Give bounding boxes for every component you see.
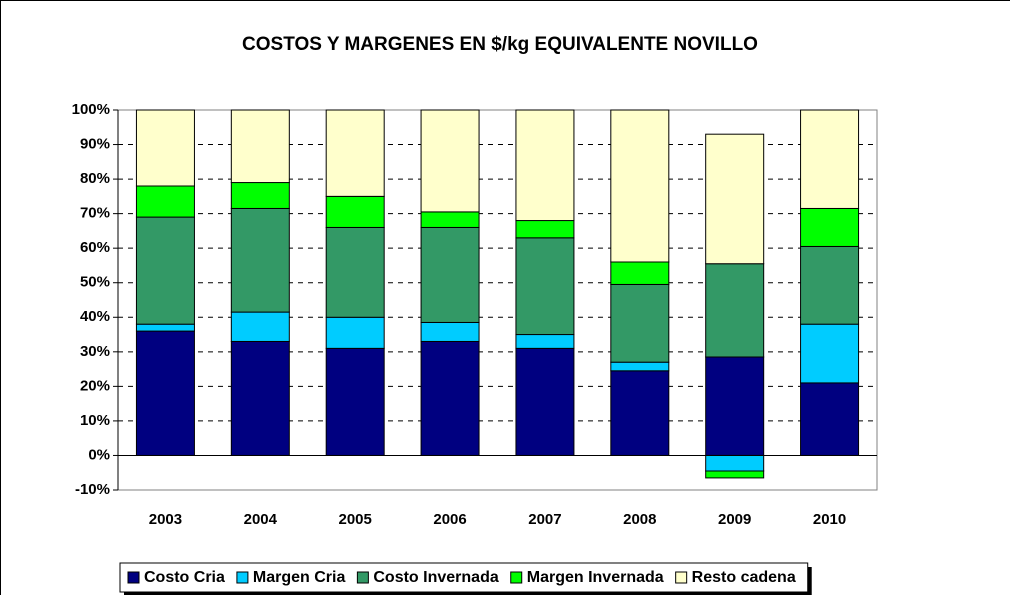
y-tick-label: -10% [75, 481, 110, 498]
y-tick-label: 0% [88, 446, 110, 463]
bar-segment [230, 182, 290, 209]
bar-segment [325, 195, 385, 228]
y-tick-label: 60% [80, 239, 110, 256]
bar-segment [325, 347, 385, 456]
bar-segment [705, 470, 765, 479]
bar-segment [515, 347, 575, 456]
y-tick-label: 50% [80, 274, 110, 291]
legend [119, 562, 809, 593]
bar-segment [800, 382, 860, 456]
bar-segment [610, 261, 670, 285]
bar-segment [800, 109, 860, 209]
y-tick-label: 40% [80, 308, 110, 325]
legend-label: Costo Cria [144, 569, 225, 586]
bar-segment [800, 207, 860, 247]
bar-segment [610, 370, 670, 456]
bar-segment [705, 454, 765, 472]
bar-segment [610, 361, 670, 372]
bar-segment [705, 263, 765, 358]
bar-segment [800, 245, 860, 325]
bar-segment [800, 323, 860, 384]
bar-segment [135, 323, 195, 332]
bar-segment [135, 330, 195, 456]
bar-segment [420, 226, 480, 323]
bar-segment [325, 226, 385, 318]
legend-swatch [356, 571, 369, 584]
bar-segment [705, 356, 765, 456]
legend-swatch [675, 571, 688, 584]
y-tick-label: 30% [80, 343, 110, 360]
legend-swatch [510, 571, 523, 584]
bar-segment [325, 109, 385, 197]
bar-segment [515, 109, 575, 222]
bar-segment [610, 109, 670, 263]
bar-segment [610, 283, 670, 363]
x-tick-label: 2006 [433, 511, 466, 528]
bar-segment [705, 133, 765, 265]
legend-swatch [236, 571, 249, 584]
y-tick-label: 80% [80, 170, 110, 187]
chart-title: COSTOS Y MARGENES EN $/kg EQUIVALENTE NO… [242, 34, 758, 55]
legend-label: Margen Cria [253, 569, 346, 586]
y-tick-label: 20% [80, 377, 110, 394]
x-tick-label: 2007 [528, 511, 561, 528]
bar-segment [420, 321, 480, 342]
y-tick-label: 70% [80, 205, 110, 222]
bar-segment [325, 316, 385, 349]
y-tick-label: 90% [80, 136, 110, 153]
y-tick-label: 100% [72, 101, 110, 118]
legend-label: Margen Invernada [527, 569, 664, 586]
legend-label: Resto cadena [692, 569, 796, 586]
x-tick-label: 2005 [339, 511, 372, 528]
bar-segment [420, 340, 480, 456]
bar-segment [230, 109, 290, 184]
bar-segment [515, 237, 575, 336]
bar-segment [420, 211, 480, 228]
x-tick-label: 2004 [244, 511, 278, 528]
y-tick-label: 10% [80, 412, 110, 429]
legend-label: Costo Invernada [373, 569, 498, 586]
legend-swatch [127, 571, 140, 584]
x-tick-label: 2009 [718, 511, 751, 528]
bar-segment [135, 216, 195, 325]
bar-segment [135, 109, 195, 187]
x-tick-label: 2008 [623, 511, 656, 528]
bar-segment [230, 207, 290, 313]
bar-segment [135, 185, 195, 218]
x-tick-label: 2003 [149, 511, 182, 528]
bar-segment [515, 220, 575, 239]
bar-segment [230, 340, 290, 456]
bar-segment [515, 334, 575, 349]
x-tick-label: 2010 [813, 511, 846, 528]
bar-segment [230, 311, 290, 342]
bar-segment [420, 109, 480, 213]
